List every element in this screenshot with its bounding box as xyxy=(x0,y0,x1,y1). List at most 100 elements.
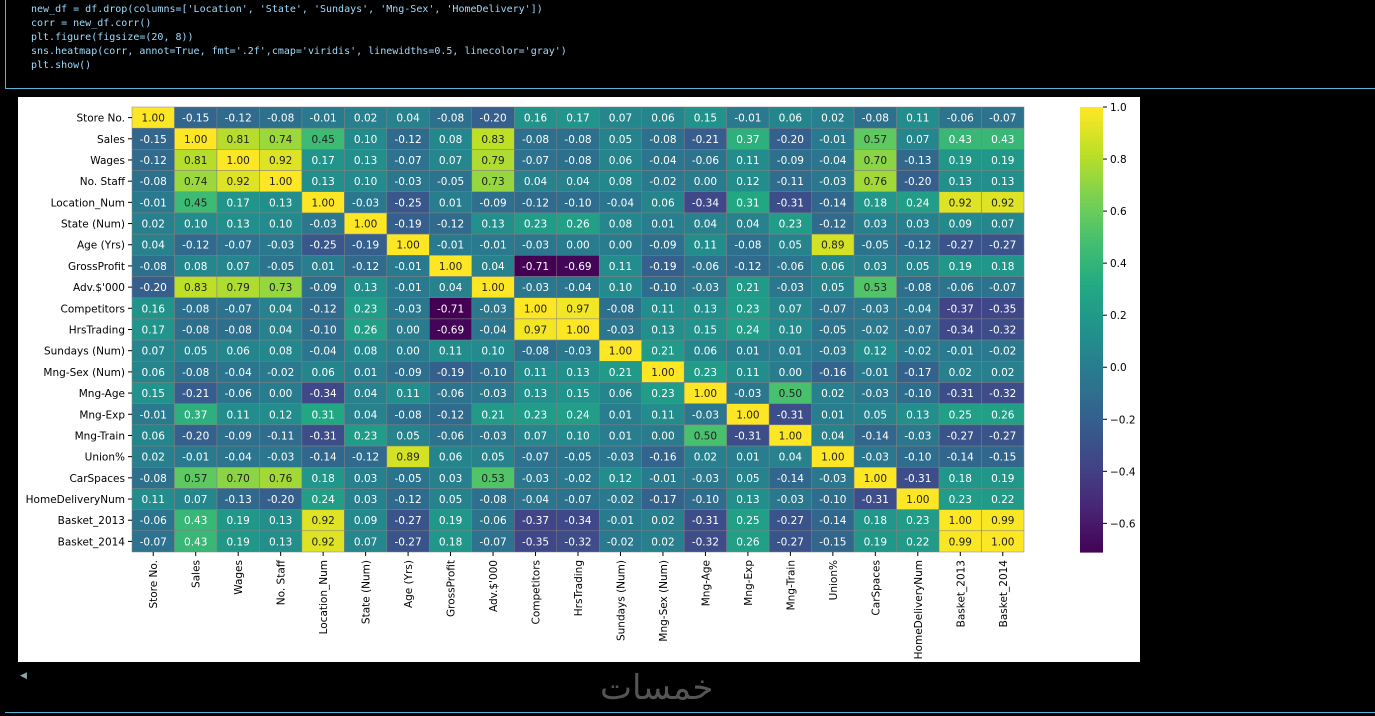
cell-annotation: 0.01 xyxy=(736,452,759,464)
colorbar-segment xyxy=(1080,433,1103,438)
cell-annotation: 0.11 xyxy=(694,240,717,252)
cell-annotation: 0.01 xyxy=(609,430,632,442)
cell-annotation: -0.02 xyxy=(904,346,931,358)
y-tick-label: HrsTrading xyxy=(69,325,125,337)
cell-annotation: 0.23 xyxy=(694,367,717,379)
colorbar-segment xyxy=(1080,466,1103,472)
cell-annotation: 1.00 xyxy=(821,452,844,464)
cell-annotation: -0.09 xyxy=(310,282,337,294)
colorbar-segment xyxy=(1080,377,1103,383)
cell-annotation: 0.11 xyxy=(651,409,674,421)
colorbar-segment xyxy=(1080,507,1103,512)
code-line: new_df = df.drop(columns=['Location', 'S… xyxy=(31,4,543,15)
cell-annotation: 0.11 xyxy=(142,494,165,506)
colorbar-segment xyxy=(1080,474,1103,479)
cell-annotation: -0.27 xyxy=(777,515,804,527)
cell-annotation: 0.13 xyxy=(949,176,972,188)
cell-annotation: -0.02 xyxy=(649,176,676,188)
cell-annotation: -0.07 xyxy=(522,155,549,167)
cell-annotation: 0.04 xyxy=(439,282,463,294)
cell-annotation: 0.03 xyxy=(439,473,462,485)
colorbar-segment xyxy=(1080,318,1103,323)
cell-annotation: 0.74 xyxy=(269,134,293,146)
cell-annotation: 0.04 xyxy=(354,409,378,421)
cell-annotation: 0.19 xyxy=(991,155,1014,167)
code-cell[interactable]: new_df = df.drop(columns=['Location', 'S… xyxy=(5,0,1375,89)
cell-annotation: -0.34 xyxy=(564,515,591,527)
cell-annotation: 0.57 xyxy=(864,134,887,146)
cell-annotation: 0.04 xyxy=(142,240,166,252)
cell-annotation: -0.71 xyxy=(522,261,549,273)
cell-annotation: -0.09 xyxy=(649,240,676,252)
colorbar-segment xyxy=(1080,110,1103,116)
colorbar-segment xyxy=(1080,229,1103,234)
cell-annotation: 0.43 xyxy=(949,134,972,146)
colorbar-segment xyxy=(1080,359,1103,364)
cell-annotation: -0.13 xyxy=(904,155,931,167)
cell-annotation: -0.03 xyxy=(479,303,506,315)
cell-annotation: -0.31 xyxy=(692,515,719,527)
x-tick-label: Sales xyxy=(191,560,203,588)
cell-annotation: 0.10 xyxy=(269,219,292,231)
cell-annotation: -0.04 xyxy=(607,197,634,209)
cell-annotation: 0.13 xyxy=(524,388,547,400)
code-editor[interactable]: new_df = df.drop(columns=['Location', 'S… xyxy=(31,3,567,73)
cell-annotation: 0.13 xyxy=(269,515,292,527)
cell-annotation: -0.02 xyxy=(564,473,591,485)
cell-annotation: 0.13 xyxy=(651,325,674,337)
cell-annotation: 0.06 xyxy=(609,155,633,167)
cell-annotation: 0.00 xyxy=(566,240,589,252)
cell-annotation: 0.11 xyxy=(651,303,674,315)
y-tick-label: Basket_2014 xyxy=(58,536,126,548)
cell-annotation: 1.00 xyxy=(779,430,802,442)
cell-annotation: -0.01 xyxy=(607,515,634,527)
cell-annotation: 0.18 xyxy=(439,536,462,548)
cell-annotation: -0.07 xyxy=(564,494,591,506)
cell-annotation: 0.12 xyxy=(864,346,887,358)
colorbar-tick-label: −0.4 xyxy=(1110,466,1136,478)
cell-annotation: -0.34 xyxy=(692,197,719,209)
colorbar-segment xyxy=(1080,177,1103,182)
cell-annotation: -0.06 xyxy=(140,515,167,527)
cell-annotation: 0.17 xyxy=(226,197,249,209)
cell-annotation: -0.15 xyxy=(182,113,209,125)
y-tick-label: Wages xyxy=(90,155,125,167)
colorbar-segment xyxy=(1080,303,1103,308)
colorbar-segment xyxy=(1080,540,1103,546)
y-tick-label: Location_Num xyxy=(51,197,125,209)
cell-annotation: 0.25 xyxy=(736,515,759,527)
cell-annotation: 0.22 xyxy=(906,536,929,548)
colorbar-segment xyxy=(1080,425,1103,431)
colorbar-segment xyxy=(1080,396,1103,401)
cell-annotation: -0.06 xyxy=(225,388,252,400)
cell-annotation: 0.24 xyxy=(736,325,760,337)
cell-annotation: 0.13 xyxy=(991,176,1014,188)
colorbar-segment xyxy=(1080,170,1103,175)
cell-annotation: 0.03 xyxy=(354,473,377,485)
cell-annotation: -0.08 xyxy=(182,325,209,337)
cell-annotation: 0.03 xyxy=(864,219,887,231)
colorbar-segment xyxy=(1080,355,1103,360)
cell-annotation: 0.01 xyxy=(821,409,844,421)
colorbar-segment xyxy=(1080,477,1103,483)
scroll-left-icon[interactable]: ◀ xyxy=(20,671,27,681)
cell-annotation: 1.00 xyxy=(142,113,165,125)
colorbar-segment xyxy=(1080,496,1103,501)
colorbar-segment xyxy=(1080,281,1103,286)
cell-annotation: -0.01 xyxy=(819,134,846,146)
cell-annotation: -0.04 xyxy=(904,303,931,315)
cell-annotation: 0.08 xyxy=(439,134,462,146)
cell-annotation: 0.06 xyxy=(651,113,675,125)
cell-annotation: -0.07 xyxy=(819,303,846,315)
y-tick-label: Adv.$'000 xyxy=(73,282,125,294)
cell-annotation: 0.06 xyxy=(609,388,633,400)
cell-annotation: 0.02 xyxy=(821,113,844,125)
y-tick-label: Mng-Sex (Num) xyxy=(43,367,125,379)
cell-annotation: 0.23 xyxy=(949,494,972,506)
colorbar-segment xyxy=(1080,422,1103,427)
cell-annotation: 0.11 xyxy=(226,409,249,421)
cell-annotation: -0.12 xyxy=(819,219,846,231)
cell-annotation: 0.01 xyxy=(779,346,802,358)
cell-annotation: -0.10 xyxy=(479,367,506,379)
cell-annotation: -0.07 xyxy=(225,303,252,315)
